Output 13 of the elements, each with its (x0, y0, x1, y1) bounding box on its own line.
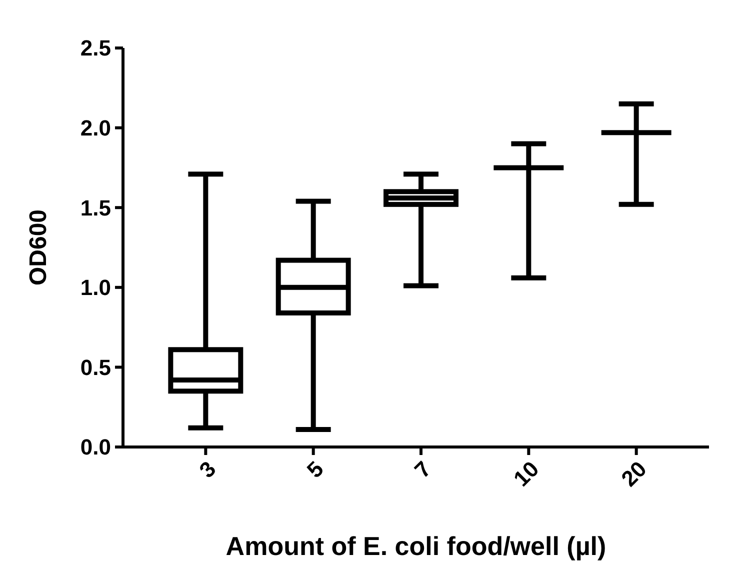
x-tick-label: 7 (410, 456, 436, 483)
y-tick-label: 2.5 (80, 36, 111, 61)
y-tick-label: 1.0 (80, 275, 111, 300)
x-tick-label: 3 (194, 456, 221, 483)
y-axis-title: OD600 (25, 209, 52, 286)
y-tick-label: 0.0 (80, 434, 111, 460)
y-tick-label: 0.5 (80, 354, 111, 380)
x-tick-label: 5 (302, 456, 328, 483)
x-tick-label: 20 (616, 456, 652, 492)
x-axis-title: Amount of E. coli food/well (µl) (226, 531, 606, 561)
x-tick-label: 10 (508, 456, 544, 492)
y-tick-label: 1.5 (80, 195, 111, 220)
y-tick-label: 2.0 (80, 116, 111, 140)
